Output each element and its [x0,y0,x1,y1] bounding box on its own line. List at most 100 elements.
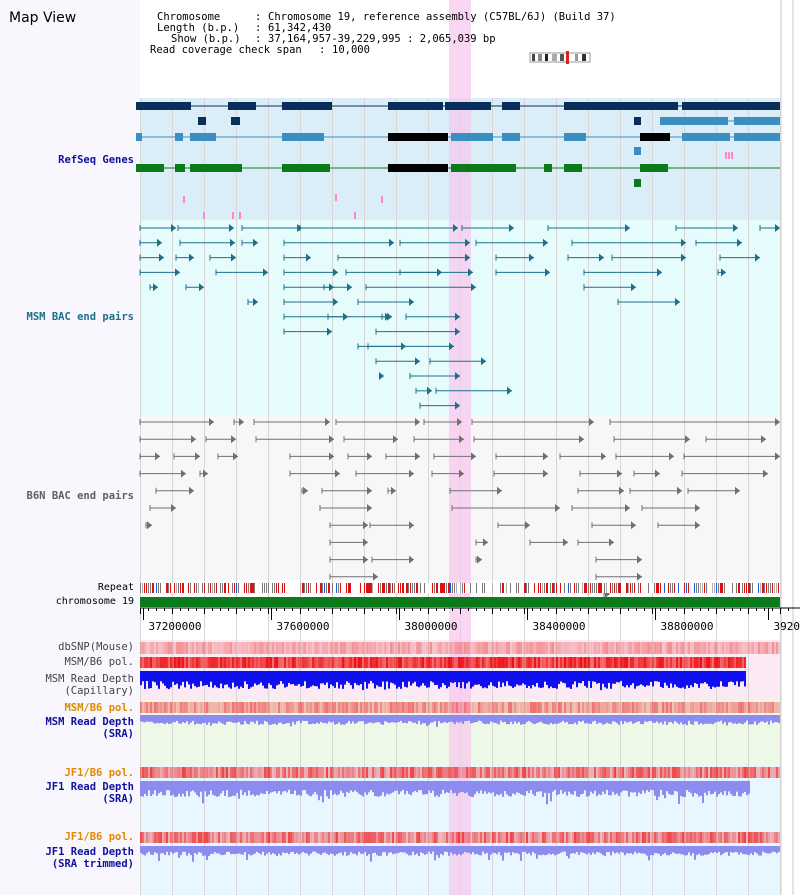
depth-bar [220,781,222,794]
depth-bar [220,715,222,723]
heat-cell [648,702,650,713]
heat-cell [580,832,582,843]
heat-cell [712,657,714,668]
heat-cell [310,832,312,843]
depth-bar [600,671,602,691]
heat-cell [264,767,266,778]
depth-bar [360,846,362,854]
heat-cell [638,642,640,654]
heat-cell [604,642,606,654]
depth-bar [720,781,722,793]
heat-cell [594,642,596,654]
heat-cell [402,832,404,843]
heat-cell [528,832,530,843]
heat-cell [360,642,362,654]
heat-cell [398,702,400,713]
depth-bar [588,781,590,796]
heat-cell [616,832,618,843]
heat-cell [206,702,208,713]
depth-bar [186,846,188,856]
info-length-key: Length (b.p.) [157,22,240,34]
heat-cell [204,657,206,668]
depth-bar [242,781,244,795]
heat-cell [140,702,142,713]
depth-bar [238,781,240,799]
heat-cell [724,657,726,668]
heat-cell [602,657,604,668]
heat-cell [554,657,556,668]
heat-cell [228,702,230,713]
heat-cell [682,642,684,654]
heat-cell [662,702,664,713]
heat-cell [406,832,408,843]
depth-bar [576,846,578,852]
heat-cell [576,642,578,654]
heat-cell [738,642,740,654]
depth-bar [624,846,626,856]
heat-cell [468,657,470,668]
heat-cell [756,642,758,654]
heat-cell [358,657,360,668]
gene-exon [282,164,330,172]
depth-bar [512,846,514,853]
heat-cell [376,767,378,778]
repeat-mark [574,583,575,593]
track-label-b6n-bac[interactable]: B6N BAC end pairs [26,490,134,502]
heat-cell [492,832,494,843]
depth-bar [594,781,596,791]
heat-cell [458,702,460,713]
bac-pair-arrow [415,452,420,461]
msm-bac-pairs [139,224,780,410]
track-label-msm-bac[interactable]: MSM BAC end pairs [26,311,134,323]
track-label-refseq-genes[interactable]: RefSeq Genes [58,154,134,166]
info-length-value: 61,342,430 [268,22,332,34]
heat-cell [394,702,396,713]
depth-bar [630,781,632,793]
heat-cell [344,642,346,654]
heat-cell [370,832,372,843]
depth-bar [710,671,712,689]
heat-cell [676,832,678,843]
repeat-mark [262,583,263,593]
depth-bar [316,715,318,723]
heat-cell [264,642,266,654]
heat-cell [182,767,184,778]
heat-cell [544,832,546,843]
heat-cell [574,642,576,654]
heat-cell [762,832,764,843]
depth-bar [614,781,616,795]
heat-cell [670,767,672,778]
heat-cell [624,702,626,713]
heat-cell [216,642,218,654]
depth-bar [152,846,154,855]
depth-bar [644,846,646,854]
heat-cell [306,657,308,668]
heat-cell [742,767,744,778]
heat-cell [714,642,716,654]
track-label-repeat: Repeat [97,582,134,593]
heat-cell [318,657,320,668]
bac-pair-arrow [563,538,568,547]
heat-cell [408,642,410,654]
heat-cell [496,832,498,843]
bac-pair-arrow [637,555,642,564]
depth-bar [450,671,452,683]
depth-bar [672,781,674,795]
heat-cell [568,767,570,778]
heat-cell [334,767,336,778]
heat-cell [656,642,658,654]
depth-bar [592,671,594,682]
heat-cell [218,702,220,713]
heat-cell [338,657,340,668]
depth-bar [268,846,270,853]
bac-pair-arrow [459,435,464,444]
depth-bar [736,846,738,853]
depth-bar [580,671,582,684]
depth-bar [222,781,224,791]
depth-bar [442,781,444,790]
repeat-mark [160,583,161,593]
heat-cell [384,702,386,713]
heat-cell [512,657,514,668]
bac-pair-arrow [263,268,268,277]
